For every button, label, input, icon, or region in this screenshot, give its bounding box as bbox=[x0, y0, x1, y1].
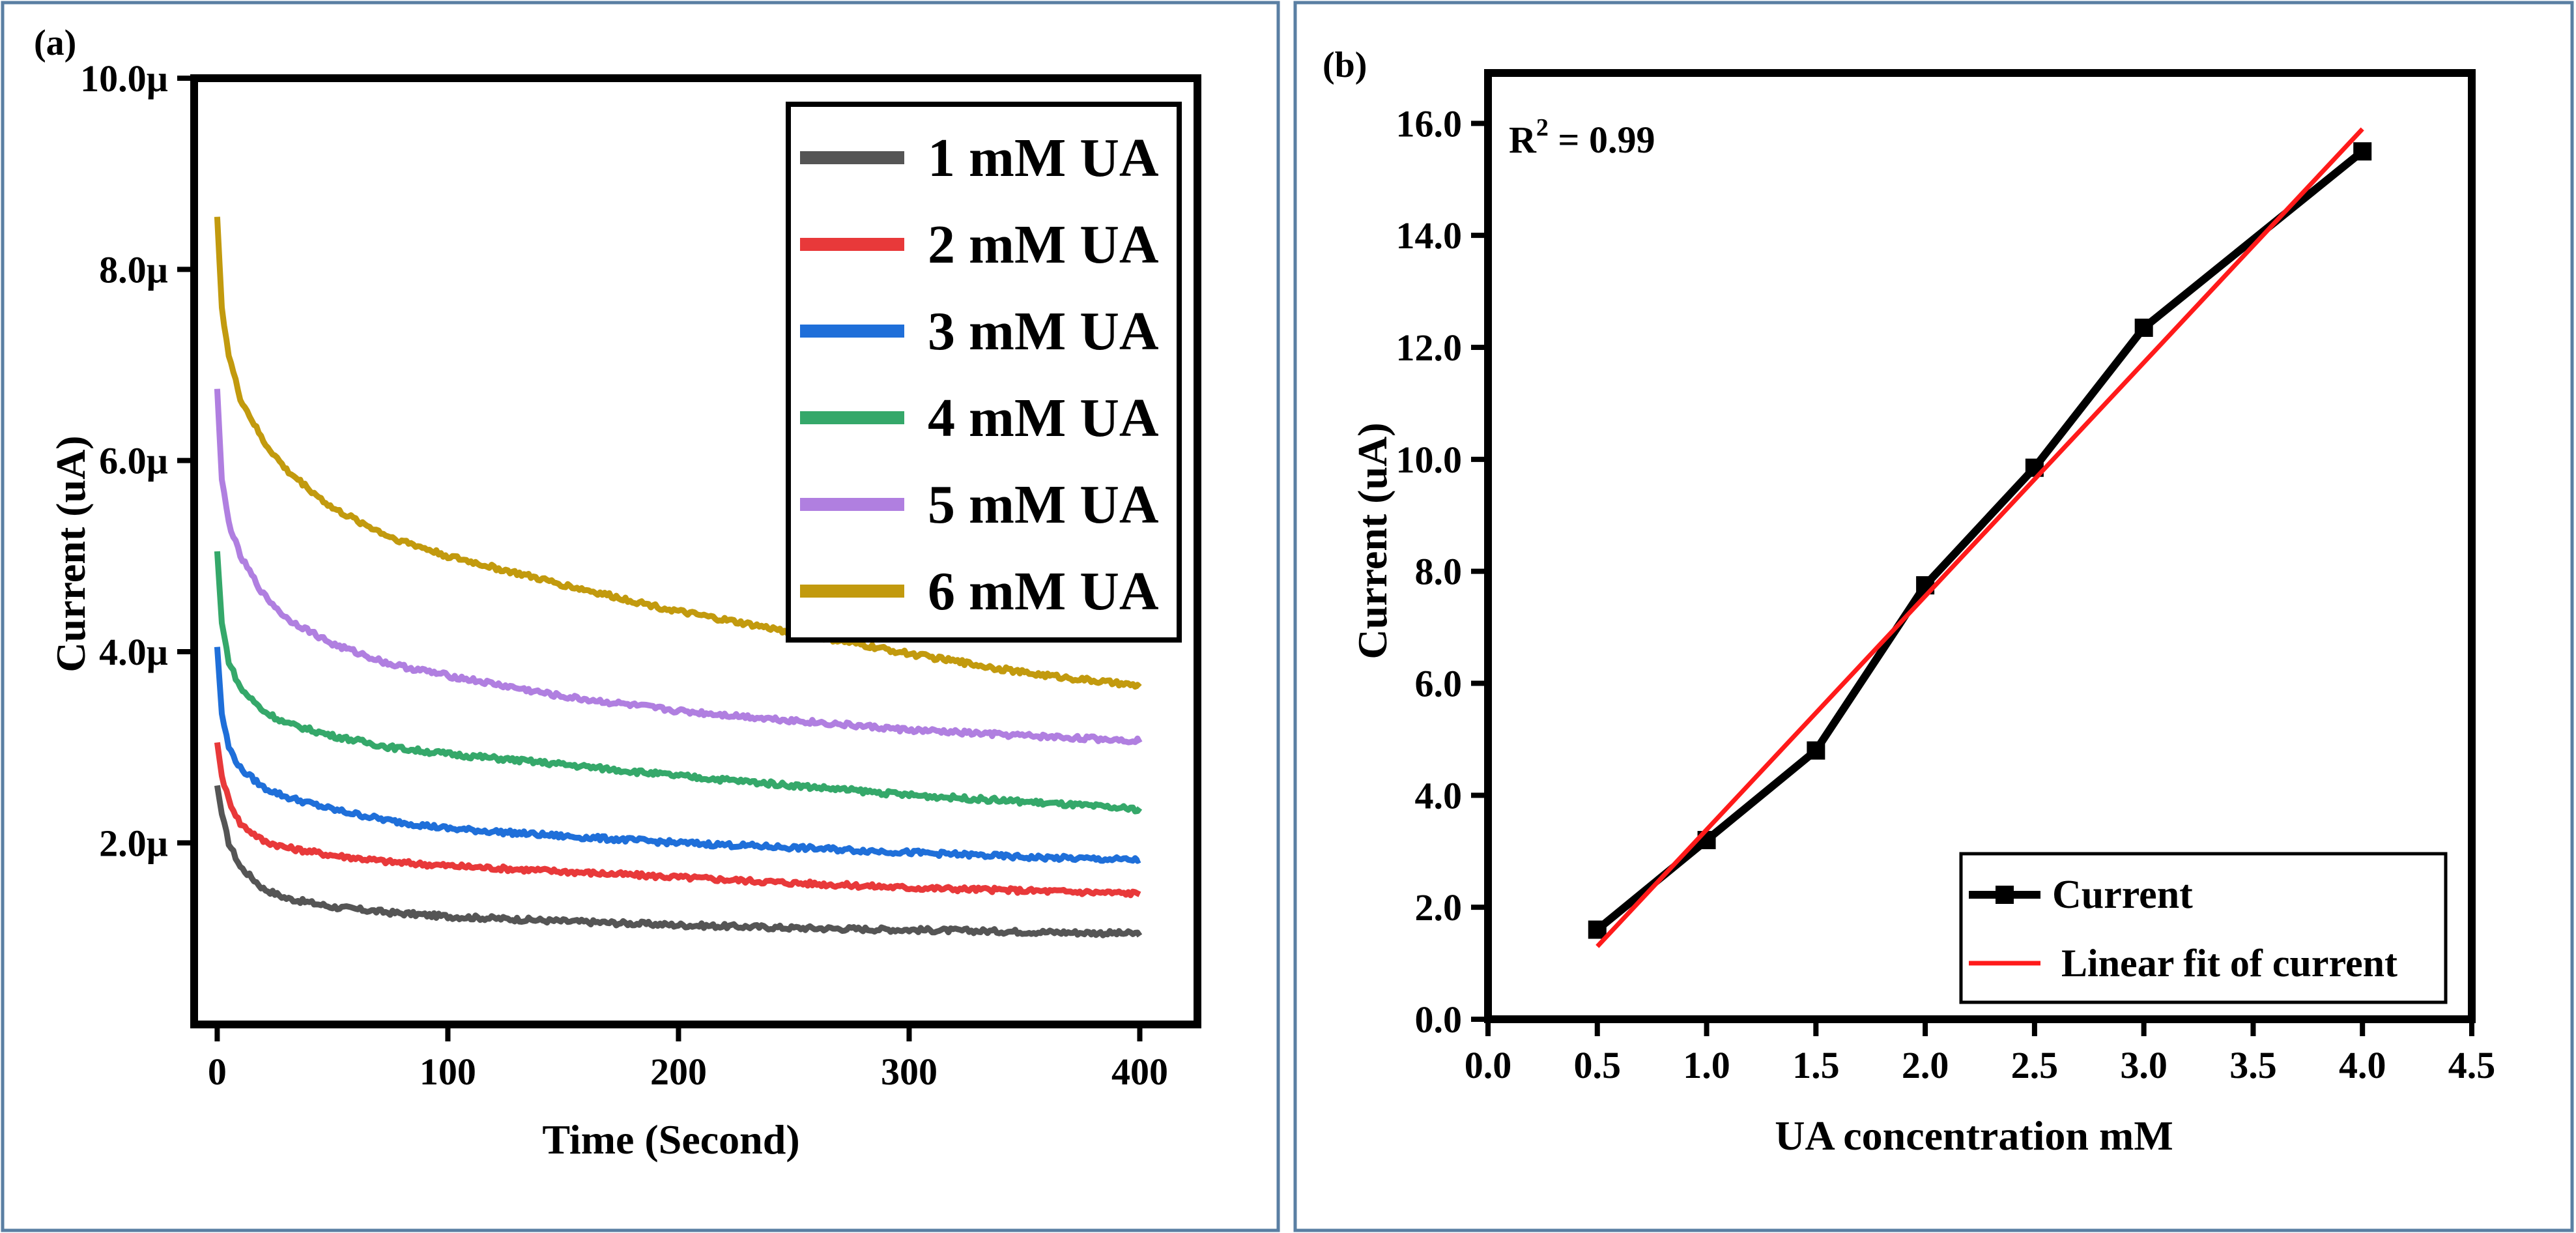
current-data-point bbox=[2353, 142, 2372, 161]
r-squared-superscript: 2 bbox=[1536, 114, 1549, 141]
panel-b-x-tick-label: 2.0 bbox=[1902, 1044, 1949, 1086]
linear-fit-line bbox=[1596, 127, 2364, 948]
panel-b-series bbox=[1588, 127, 2372, 948]
panel-a-series-line-6 bbox=[214, 216, 1142, 690]
r-squared-annotation: R2 = 0.99 bbox=[1509, 114, 1655, 161]
panel-b-x-tick-label: 1.0 bbox=[1683, 1044, 1730, 1086]
panel-a-x-axis-title: Time (Second) bbox=[542, 1116, 799, 1163]
panel-b-x-tick-label: 2.5 bbox=[2011, 1044, 2059, 1086]
panel-a-y-tick-label: 10.0µ bbox=[80, 57, 168, 100]
panel-a-series-line-2 bbox=[214, 742, 1141, 899]
panel-a-x-tick-label: 100 bbox=[420, 1051, 476, 1093]
current-data-point bbox=[2134, 318, 2153, 337]
panel-a-border bbox=[1, 1, 1280, 1232]
panel-b-y-tick-label: 2.0 bbox=[1415, 886, 1463, 929]
panel-b-x-tick-label: 4.0 bbox=[2339, 1044, 2386, 1086]
panel-a-y-tick-label: 2.0µ bbox=[99, 822, 168, 864]
panel-a-y-tick-label: 6.0µ bbox=[99, 440, 168, 482]
panel-a-legend-label-2: 2 mM UA bbox=[928, 214, 1159, 275]
panel-b-ticks: 0.0 0.5 1.0 1.5 2.0 2.5 3.0 3.5 4.0 4.5 0.0 2.0 4.0 6… bbox=[1396, 102, 2496, 1086]
panel-b-chart: (b) 0.0 0.5 1.0 1.5 2.0 2.5 3.0 3.5 4.0 4.5 0.0 2.0… bbox=[1323, 45, 2495, 1159]
panel-b-y-tick-label: 4.0 bbox=[1415, 774, 1463, 817]
panel-b-border bbox=[1293, 1, 2574, 1232]
panel-a-x-tick-label: 400 bbox=[1111, 1051, 1168, 1093]
panel-b-legend-marker bbox=[1996, 886, 2014, 904]
panel-b-x-tick-label: 1.5 bbox=[1792, 1044, 1840, 1086]
panel-b-x-tick-label: 3.5 bbox=[2229, 1044, 2277, 1086]
panel-a-legend-label-5: 5 mM UA bbox=[928, 474, 1159, 535]
panel-b-y-tick-label: 14.0 bbox=[1396, 214, 1463, 257]
panel-b-y-tick-label: 16.0 bbox=[1396, 102, 1463, 145]
panel-a-legend-label-4: 4 mM UA bbox=[928, 388, 1159, 448]
panel-b-y-axis-title: Current (uA) bbox=[1349, 422, 1395, 659]
r-squared-value: = 0.99 bbox=[1549, 119, 1655, 161]
panel-b-plot-frame bbox=[1484, 69, 2476, 1023]
panel-a-series-line-5 bbox=[214, 388, 1143, 746]
panel-b-y-tick-label: 6.0 bbox=[1415, 662, 1463, 704]
panel-a-series-line-4 bbox=[214, 551, 1143, 815]
panel-a-x-tick-label: 200 bbox=[650, 1051, 707, 1093]
panel-a-series-line-1 bbox=[214, 785, 1143, 938]
panel-b-y-tick-label: 0.0 bbox=[1415, 998, 1463, 1041]
panel-b-x-tick-label: 3.0 bbox=[2120, 1044, 2168, 1086]
panel-b-x-tick-label: 0.0 bbox=[1465, 1044, 1512, 1086]
panel-b-y-tick-label: 12.0 bbox=[1396, 326, 1463, 369]
panel-a-x-tick-label: 0 bbox=[208, 1051, 227, 1093]
panel-a-legend: 1 mM UA 2 mM UA 3 mM UA 4 mM UA 5 mM UA 6 mM … bbox=[786, 102, 1182, 643]
panel-a-y-axis-title: Current (uA) bbox=[48, 435, 94, 672]
panel-b-x-tick-label: 4.5 bbox=[2448, 1044, 2496, 1086]
panel-a-label: (a) bbox=[34, 23, 76, 63]
panel-a-chart: (a) 0 100 200 300 400 2.0µ 4.0µ 6.0µ 8.0µ 10.0µ T… bbox=[34, 23, 1201, 1163]
panel-b-legend-label-fit: Linear fit of current bbox=[2061, 942, 2397, 985]
panel-a-ticks: 0 100 200 300 400 2.0µ 4.0µ 6.0µ 8.0µ 10.0µ bbox=[80, 57, 1168, 1093]
panel-a-series-line-3 bbox=[214, 646, 1141, 864]
panel-a-x-tick-label: 300 bbox=[881, 1051, 937, 1093]
panel-b-x-axis-title: UA concentration mM bbox=[1775, 1112, 2173, 1159]
panel-b-legend-box bbox=[1959, 852, 2448, 1004]
panel-a-y-tick-label: 4.0µ bbox=[99, 631, 168, 673]
panel-b-legend-label-current: Current bbox=[2052, 873, 2193, 917]
panel-a-plot-frame bbox=[190, 74, 1201, 1028]
panel-b-x-tick-label: 0.5 bbox=[1574, 1044, 1622, 1086]
panel-a-legend-label-3: 3 mM UA bbox=[928, 301, 1159, 362]
r-squared-prefix: R bbox=[1509, 119, 1537, 161]
current-data-point bbox=[1807, 741, 1825, 760]
current-data-point bbox=[1588, 920, 1607, 939]
panel-b-y-tick-label: 8.0 bbox=[1415, 551, 1463, 593]
panel-b-legend: Current Linear fit of current bbox=[1959, 852, 2448, 1004]
panel-b-y-tick-label: 10.0 bbox=[1396, 439, 1463, 481]
panel-a-legend-label-6: 6 mM UA bbox=[928, 561, 1159, 622]
panel-a-y-tick-label: 8.0µ bbox=[99, 248, 168, 291]
panel-b-label: (b) bbox=[1323, 45, 1367, 85]
panel-a-legend-label-1: 1 mM UA bbox=[928, 128, 1159, 188]
panel-a-legend-box bbox=[786, 102, 1182, 643]
panel-a-series bbox=[214, 216, 1143, 938]
